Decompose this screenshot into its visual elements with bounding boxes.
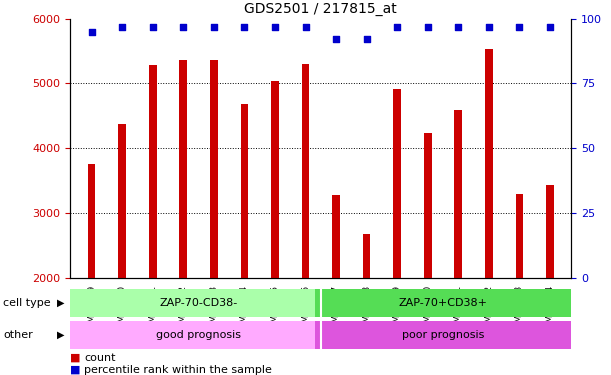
Point [178,24,188,30]
Point [87,29,97,35]
Bar [315,289,571,317]
Bar [241,104,248,278]
Bar [363,234,370,278]
Text: other: other [3,330,33,340]
Bar [70,289,327,317]
Text: poor prognosis: poor prognosis [402,330,484,340]
Text: ZAP-70+CD38+: ZAP-70+CD38+ [398,298,488,308]
Bar [210,60,218,278]
Text: ▶: ▶ [57,298,64,308]
Point [362,36,371,42]
Point [117,24,127,30]
Point [209,24,219,30]
Bar [516,194,523,278]
Point [270,24,280,30]
Text: count: count [84,353,116,363]
Bar [119,123,126,278]
Point [148,24,158,30]
Bar [546,185,554,278]
Point [514,24,524,30]
Text: ■: ■ [70,353,81,363]
Bar [393,88,401,278]
Bar [332,195,340,278]
Bar [455,110,462,278]
Bar [271,81,279,278]
Bar [70,321,327,349]
Title: GDS2501 / 217815_at: GDS2501 / 217815_at [244,2,397,16]
Bar [485,49,492,278]
Text: ▶: ▶ [57,330,64,340]
Text: percentile rank within the sample: percentile rank within the sample [84,365,272,375]
Bar [149,65,156,278]
Bar [302,64,309,278]
Point [423,24,433,30]
Text: good prognosis: good prognosis [156,330,241,340]
Point [392,24,402,30]
Point [484,24,494,30]
Bar [180,60,187,278]
Bar [424,133,431,278]
Text: ■: ■ [70,365,81,375]
Point [453,24,463,30]
Point [545,24,555,30]
Bar [315,321,571,349]
Point [331,36,341,42]
Point [301,24,310,30]
Text: cell type: cell type [3,298,51,308]
Point [240,24,249,30]
Text: ZAP-70-CD38-: ZAP-70-CD38- [159,298,238,308]
Bar [88,164,95,278]
